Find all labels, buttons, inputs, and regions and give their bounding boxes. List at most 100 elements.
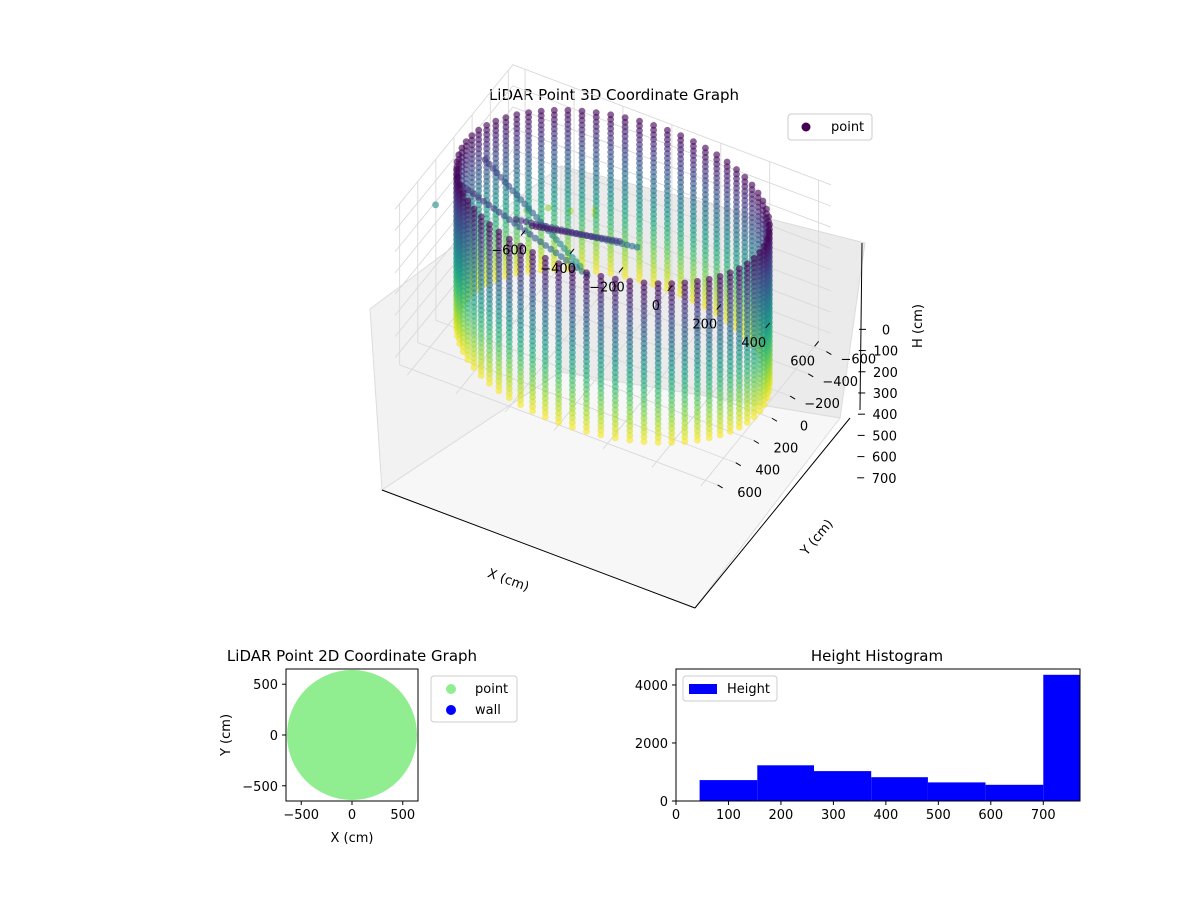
- data-point: [726, 362, 734, 370]
- data-point: [664, 178, 671, 186]
- chart-3d-title: LiDAR Point 3D Coordinate Graph: [489, 86, 739, 104]
- grid-y-line: [435, 159, 755, 441]
- data-point: [477, 353, 485, 361]
- data-point: [735, 274, 743, 282]
- data-point: [743, 414, 751, 422]
- data-point: [743, 335, 751, 342]
- data-point: [513, 144, 521, 151]
- data-point: [550, 125, 558, 133]
- data-point: [481, 156, 489, 164]
- data-point: [607, 186, 615, 193]
- data-point: [578, 145, 586, 152]
- y-axis-line: [694, 417, 851, 609]
- data-point: [525, 141, 532, 149]
- data-point: [597, 398, 605, 406]
- data-point: [668, 331, 676, 339]
- data-point: [763, 235, 771, 243]
- data-point: [477, 302, 485, 309]
- data-point: [694, 334, 701, 341]
- data-point: [664, 215, 671, 223]
- data-point: [592, 197, 600, 205]
- data-point: [748, 242, 756, 250]
- data-point: [654, 350, 662, 357]
- data-point: [578, 159, 586, 166]
- data-point: [592, 127, 600, 135]
- data-point: [621, 226, 629, 234]
- data-point: [743, 358, 751, 366]
- data-point: [716, 403, 724, 411]
- data-point: [555, 311, 562, 319]
- data-point: [668, 368, 676, 376]
- data-point: [664, 131, 671, 139]
- data-point: [493, 169, 501, 177]
- data-point: [694, 282, 701, 290]
- data-point: [681, 438, 689, 445]
- frame-histogram: [675, 668, 1081, 802]
- data-point: [743, 330, 751, 338]
- data-point: [626, 366, 634, 374]
- data-point: [464, 186, 472, 194]
- data-point: [607, 265, 615, 273]
- data-point: [502, 230, 510, 238]
- data-point: [650, 154, 657, 162]
- data-point: [748, 181, 756, 189]
- z-tick-label: 400: [873, 408, 898, 423]
- data-point: [723, 205, 731, 213]
- data-point: [564, 209, 572, 217]
- data-point: [723, 209, 731, 217]
- data-point: [597, 272, 605, 280]
- data-point: [550, 111, 558, 119]
- data-point: [597, 389, 605, 397]
- z-tick-label: 200: [873, 366, 898, 381]
- data-point: [626, 338, 634, 346]
- data-point: [741, 225, 749, 232]
- data-point: [705, 336, 713, 344]
- data-point: [694, 324, 701, 332]
- data-point: [750, 264, 758, 272]
- data-point: [716, 366, 724, 374]
- data-point: [748, 223, 756, 231]
- data-point: [713, 151, 721, 159]
- data-point: [702, 228, 709, 236]
- data-point: [741, 239, 749, 246]
- data-point: [483, 122, 491, 129]
- data-point: [750, 287, 758, 295]
- data-point: [492, 145, 500, 153]
- chart-histogram: Height Histogram 0 100 200 300 400 500 600 7000…: [635, 647, 1081, 823]
- data-point: [583, 428, 590, 435]
- data-point: [550, 204, 558, 212]
- data-point: [733, 231, 740, 239]
- data-point: [640, 433, 648, 441]
- data-point: [495, 368, 503, 376]
- data-point: [668, 350, 676, 357]
- data-point: [668, 378, 676, 385]
- histogram-bar: [757, 765, 814, 801]
- data-point: [475, 126, 483, 134]
- data-point: [486, 351, 493, 359]
- data-point: [592, 249, 600, 256]
- data-point: [726, 381, 734, 389]
- data-point: [677, 253, 685, 261]
- y-tick-label-hist: 2000: [635, 737, 668, 752]
- data-point: [477, 372, 485, 379]
- data-point: [677, 197, 685, 205]
- data-point: [626, 436, 634, 444]
- data-point: [489, 165, 497, 172]
- data-point: [529, 347, 536, 354]
- data-point: [611, 303, 619, 311]
- data-point: [490, 205, 498, 212]
- data-point: [677, 178, 685, 186]
- data-point: [502, 118, 510, 126]
- data-point: [668, 410, 676, 418]
- legend-2d-label-wall: wall: [475, 703, 501, 718]
- data-point: [716, 319, 724, 327]
- data-point: [592, 169, 600, 177]
- data-point: [525, 183, 532, 191]
- data-point: [564, 249, 572, 257]
- data-point: [578, 187, 586, 194]
- data-point: [702, 265, 709, 273]
- data-point: [664, 187, 671, 195]
- data-point: [690, 245, 697, 253]
- data-point: [626, 376, 634, 383]
- x-tick-label-2d: 0: [348, 808, 356, 823]
